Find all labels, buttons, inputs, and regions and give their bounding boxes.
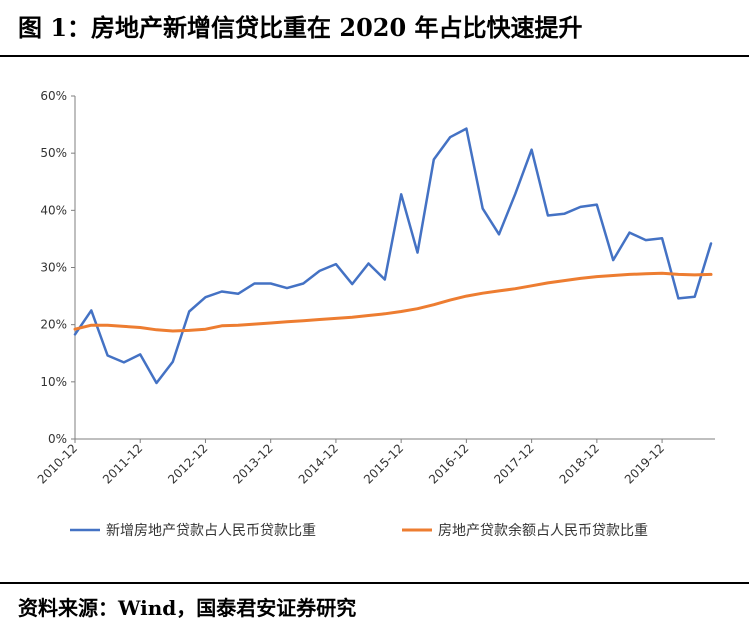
y-tick-label: 10%	[40, 375, 67, 389]
x-tick-label: 2010-12	[35, 441, 80, 486]
legend-label: 新增房地产贷款占人民币贷款比重	[106, 523, 316, 539]
y-tick-label: 0%	[48, 432, 67, 446]
x-tick-label: 2011-12	[100, 441, 145, 486]
x-tick-label: 2018-12	[557, 441, 602, 486]
x-tick-label: 2017-12	[491, 441, 536, 486]
x-tick-label: 2014-12	[296, 441, 341, 486]
top-rule	[0, 55, 749, 57]
x-tick-label: 2019-12	[622, 441, 667, 486]
source-note: 资料来源：Wind，国泰君安证券研究	[18, 596, 357, 620]
y-tick-label: 60%	[40, 89, 67, 103]
y-tick-label: 50%	[40, 146, 67, 160]
x-tick-label: 2013-12	[230, 441, 275, 486]
bottom-rule	[0, 582, 749, 584]
x-tick-label: 2012-12	[165, 441, 210, 486]
chart-area: 0% 10% 20% 30% 40% 50% 60% 2010-12 2011-12 2012-1…	[0, 58, 749, 580]
y-tick-label: 40%	[40, 203, 67, 217]
y-tick-label: 30%	[40, 261, 67, 275]
x-tick-label: 2016-12	[426, 441, 471, 486]
y-tick-label: 20%	[40, 318, 67, 332]
series-line-outstanding-balance	[73, 271, 713, 333]
figure-header: 图 1：房地产新增信贷比重在 2020 年占比快速提升	[0, 0, 749, 54]
figure-title: 图 1：房地产新增信贷比重在 2020 年占比快速提升	[18, 13, 583, 42]
line-chart: 0% 10% 20% 30% 40% 50% 60% 2010-12 2011-12 2012-1…	[35, 89, 715, 539]
series-line-new-loans	[73, 127, 713, 385]
x-tick-label: 2015-12	[361, 441, 406, 486]
legend-label: 房地产贷款余额占人民币贷款比重	[438, 522, 648, 539]
